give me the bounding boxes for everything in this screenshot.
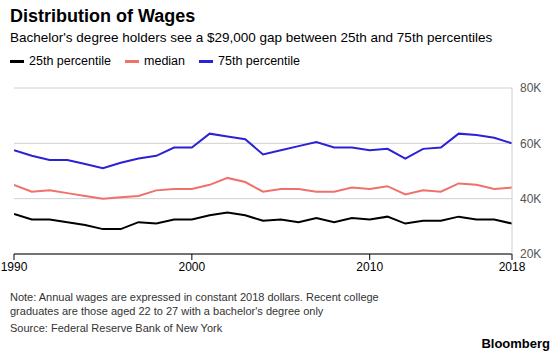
html-text:Bachelor's degree holders see: Bachelor's degree holders see a $29,000 … bbox=[10, 30, 493, 45]
svg-text:20K: 20K bbox=[520, 247, 541, 261]
svg-text:2010: 2010 bbox=[356, 260, 383, 274]
svg-text:2000: 2000 bbox=[179, 260, 206, 274]
html-text:Source: Federal Reserve Bank o: Source: Federal Reserve Bank of New York bbox=[10, 322, 223, 334]
html-text:25th percentile: 25th percentile bbox=[29, 54, 111, 68]
svg-text:80K: 80K bbox=[520, 81, 541, 95]
svg-text:40K: 40K bbox=[520, 192, 541, 206]
svg-text:1990: 1990 bbox=[8, 260, 28, 274]
html-text:Distribution of Wages: Distribution of Wages bbox=[10, 6, 196, 26]
html-text:median: median bbox=[144, 54, 185, 68]
html-text:Note: Annual wages are express: Note: Annual wages are expressed in cons… bbox=[10, 291, 379, 317]
svg-text:2018: 2018 bbox=[499, 260, 526, 274]
html-text:75th percentile: 75th percentile bbox=[218, 54, 300, 68]
html-text:Bloomberg: Bloomberg bbox=[481, 336, 550, 351]
svg-text:60K: 60K bbox=[520, 137, 541, 151]
